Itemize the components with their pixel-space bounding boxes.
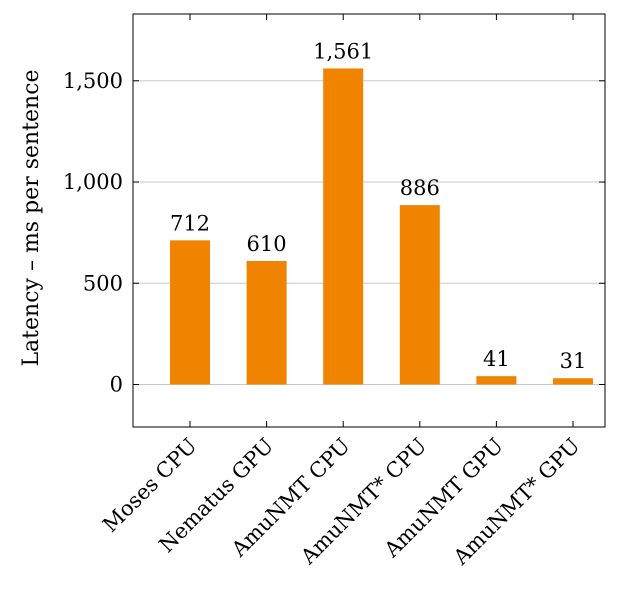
- y-tick-label: 1,500: [63, 69, 123, 93]
- bar: [553, 378, 593, 385]
- plot-frame: [132, 13, 606, 428]
- bar-value-label: 712: [170, 211, 210, 235]
- bar: [399, 205, 440, 385]
- y-axis-ticks: 0 500 1,000 1,500: [63, 69, 605, 396]
- bar: [170, 240, 210, 385]
- data-labels: 712 610 1,561 886 41 31: [170, 39, 586, 373]
- gridlines: [133, 80, 605, 385]
- y-axis-title: Latency – ms per sentence: [19, 69, 44, 366]
- y-tick-label: 1,000: [63, 170, 123, 194]
- bar: [323, 68, 364, 385]
- bar-value-label: 31: [560, 349, 587, 373]
- bar: [476, 376, 517, 385]
- bar: [246, 260, 287, 385]
- category-label: AmuNMT* GPU: [448, 434, 584, 570]
- y-tick-label: 500: [83, 271, 123, 295]
- bars: [170, 68, 593, 385]
- bar-value-label: 41: [483, 347, 510, 371]
- plot-border: [132, 13, 606, 428]
- bar-value-label: 1,561: [313, 39, 373, 63]
- bar-value-label: 610: [247, 232, 287, 256]
- bar-value-label: 886: [400, 176, 440, 200]
- y-tick-label: 0: [110, 372, 123, 396]
- category-label: AmuNMT* CPU: [295, 434, 431, 570]
